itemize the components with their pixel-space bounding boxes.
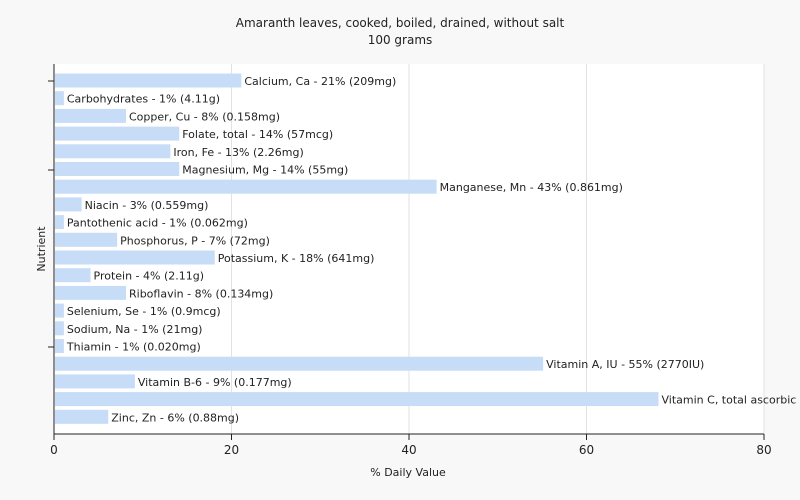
bar [55, 285, 126, 300]
bar [55, 250, 215, 265]
bar [55, 409, 109, 424]
bar [55, 126, 180, 141]
bar [55, 356, 544, 371]
bar [55, 232, 118, 247]
bar-label: Riboflavin - 8% (0.134mg) [129, 287, 273, 300]
bar-label: Calcium, Ca - 21% (209mg) [244, 75, 396, 88]
x-tick-label: 20 [224, 443, 239, 457]
bar-label: Magnesium, Mg - 14% (55mg) [182, 164, 348, 177]
bars: Calcium, Ca - 21% (209mg) Carbohydrates -… [55, 73, 800, 424]
bar [55, 268, 91, 283]
axes: 0 20 40 60 80 [48, 64, 772, 457]
bar [55, 321, 64, 336]
bar-label: Pantothenic acid - 1% (0.062mg) [67, 217, 248, 230]
bar-label: Zinc, Zn - 6% (0.88mg) [111, 411, 239, 424]
x-tick-label: 80 [756, 443, 771, 457]
bar [55, 91, 64, 106]
bar-label: Phosphorus, P - 7% (72mg) [120, 234, 270, 247]
x-axis-label: % Daily Value [370, 466, 446, 479]
bar-label: Vitamin A, IU - 55% (2770IU) [546, 358, 704, 371]
bar [55, 73, 242, 88]
bar-label: Copper, Cu - 8% (0.158mg) [129, 110, 280, 123]
bar-label: Protein - 4% (2.11g) [94, 270, 205, 283]
bar-label: Potassium, K - 18% (641mg) [218, 252, 375, 265]
bar [55, 215, 64, 230]
chart-title: Amaranth leaves, cooked, boiled, drained… [236, 16, 565, 30]
bar-label: Iron, Fe - 13% (2.26mg) [173, 146, 303, 159]
chart-subtitle: 100 grams [368, 33, 433, 47]
bar-label: Niacin - 3% (0.559mg) [85, 199, 209, 212]
x-tick-label: 60 [579, 443, 594, 457]
bar [55, 197, 82, 212]
bar-label: Carbohydrates - 1% (4.11g) [67, 93, 220, 106]
bar-label: Folate, total - 14% (57mcg) [182, 128, 333, 141]
bar-label: Sodium, Na - 1% (21mg) [67, 323, 203, 336]
bar [55, 108, 126, 123]
bar [55, 162, 180, 176]
bar [55, 392, 659, 407]
bar-label: Vitamin C, total ascorbic acid - 68% (41… [662, 394, 800, 407]
bar [55, 144, 171, 159]
bar [55, 179, 437, 194]
bar [55, 339, 64, 353]
bar [55, 303, 64, 318]
bar [55, 374, 135, 389]
bar-label: Selenium, Se - 1% (0.9mcg) [67, 305, 221, 318]
x-tick-label: 40 [401, 443, 416, 457]
x-tick-label: 0 [50, 443, 58, 457]
y-axis-label: Nutrient [35, 226, 48, 272]
gridlines [231, 64, 765, 434]
bar-label: Manganese, Mn - 43% (0.861mg) [440, 181, 623, 194]
bar-label: Thiamin - 1% (0.020mg) [66, 341, 201, 354]
bar-label: Vitamin B-6 - 9% (0.177mg) [138, 376, 292, 389]
